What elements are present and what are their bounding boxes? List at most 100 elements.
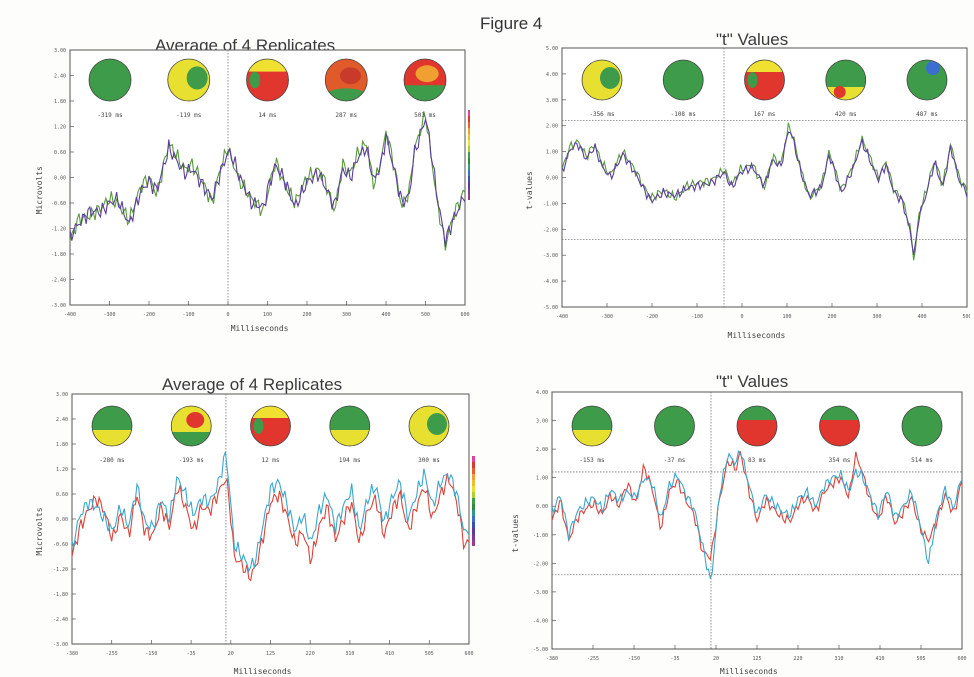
x-tick-label: -200 (143, 312, 155, 318)
topomap (825, 59, 867, 101)
y-tick-label: -1.20 (53, 567, 68, 573)
color-scale-swatch (472, 504, 475, 510)
x-tick-label: -400 (556, 314, 568, 320)
x-axis-label: Milliseconds (234, 667, 292, 676)
color-scale-swatch (468, 140, 470, 146)
topomap (167, 58, 211, 102)
color-scale-swatch (468, 194, 470, 200)
y-tick-label: -3.00 (53, 642, 68, 648)
topomap (329, 405, 371, 447)
x-tick-label: -255 (587, 656, 599, 662)
x-tick-label: 600 (464, 651, 473, 657)
color-scale-swatch (472, 522, 475, 528)
chart-title: "t" Values (716, 372, 789, 391)
x-tick-label: -100 (691, 314, 703, 320)
y-tick-label: -3.00 (543, 253, 558, 259)
x-tick-label: 505 (916, 656, 925, 662)
x-tick-label: -150 (145, 651, 157, 657)
topomap (170, 405, 212, 447)
chart-title: "t" Values (716, 30, 789, 49)
x-tick-label: 310 (834, 656, 843, 662)
topomap (654, 405, 695, 447)
y-tick-label: -1.80 (53, 592, 68, 598)
topomap-label: 194 ms (339, 457, 361, 464)
topomap (571, 405, 613, 447)
y-tick-label: -1.20 (51, 227, 66, 233)
color-scale-swatch (472, 534, 475, 540)
series-line (551, 451, 963, 561)
topomap-label: -37 ms (664, 457, 686, 464)
topomap (662, 59, 704, 101)
x-tick-label: 410 (875, 656, 884, 662)
x-tick-label: 505 (425, 651, 434, 657)
color-scale-swatch (468, 128, 470, 134)
color-scale-swatch (468, 122, 470, 128)
x-tick-label: -255 (106, 651, 118, 657)
series-line (71, 473, 470, 582)
y-tick-label: 2.40 (54, 74, 66, 80)
x-tick-label: 20 (228, 651, 234, 657)
y-axis-label: Microvolts (35, 507, 44, 555)
color-scale-swatch (472, 468, 475, 474)
y-tick-label: -2.00 (543, 227, 558, 233)
y-tick-label: -4.00 (543, 279, 558, 285)
color-scale-swatch (472, 540, 475, 546)
x-tick-label: -150 (628, 656, 640, 662)
y-tick-label: -3.00 (533, 590, 548, 596)
x-tick-label: 500 (962, 314, 970, 320)
color-scale-swatch (472, 528, 475, 534)
y-tick-label: 0.60 (54, 150, 66, 156)
x-tick-label: -300 (601, 314, 613, 320)
topomap (581, 59, 623, 101)
x-tick-label: 200 (827, 314, 836, 320)
y-tick-label: -5.00 (543, 305, 558, 311)
x-tick-label: 400 (381, 312, 390, 318)
color-scale-swatch (468, 158, 470, 164)
color-scale-swatch (472, 480, 475, 486)
y-tick-label: -0.60 (51, 201, 66, 207)
x-tick-label: 400 (917, 314, 926, 320)
y-tick-label: 1.20 (54, 125, 66, 131)
topomap (408, 405, 450, 447)
y-tick-label: 0.00 (546, 176, 558, 182)
y-tick-label: 2.00 (546, 124, 558, 130)
color-scale-swatch (472, 516, 475, 522)
x-tick-label: 600 (460, 312, 469, 318)
y-tick-label: 4.00 (546, 72, 558, 78)
plot-frame (69, 49, 466, 306)
topomap (744, 59, 785, 101)
topomap-label: -280 ms (99, 457, 125, 464)
y-tick-label: 2.00 (536, 447, 548, 453)
x-tick-label: -35 (187, 651, 196, 657)
y-tick-label: 3.00 (536, 419, 548, 425)
y-tick-label: 1.20 (56, 467, 68, 473)
x-tick-label: 125 (266, 651, 275, 657)
topomap-label: 83 ms (748, 457, 766, 464)
topomap (901, 405, 943, 447)
topomap-label: -108 ms (671, 111, 697, 118)
y-tick-label: 5.00 (546, 46, 558, 52)
x-tick-label: -300 (103, 312, 115, 318)
x-tick-label: 600 (957, 656, 966, 662)
topomap (246, 58, 289, 102)
chart-plot: 5.00 4.00 3.00 2.00 1.00 0.00 -1.00 -2.00 -3.00 -… (525, 46, 970, 340)
y-tick-label: 2.40 (56, 417, 68, 423)
topomap-label: -153 ms (579, 457, 605, 464)
topomap-label: 420 ms (835, 111, 857, 118)
x-tick-label: -380 (546, 656, 558, 662)
x-tick-label: 500 (421, 312, 430, 318)
topomap-label: -119 ms (176, 112, 202, 119)
series-line (561, 122, 968, 261)
y-tick-label: 1.00 (546, 150, 558, 156)
y-tick-label: 0.00 (536, 504, 548, 510)
topomap-label: 287 ms (335, 112, 357, 119)
color-scale-swatch (468, 152, 470, 158)
y-tick-label: -1.80 (51, 252, 66, 258)
color-scale-swatch (468, 188, 470, 194)
x-tick-label: 20 (713, 656, 719, 662)
y-tick-label: -0.60 (53, 542, 68, 548)
series-line (69, 117, 466, 247)
topomap-label: 503 ms (414, 112, 436, 119)
y-tick-label: 0.00 (54, 176, 66, 182)
x-axis-label: Milliseconds (728, 331, 786, 340)
